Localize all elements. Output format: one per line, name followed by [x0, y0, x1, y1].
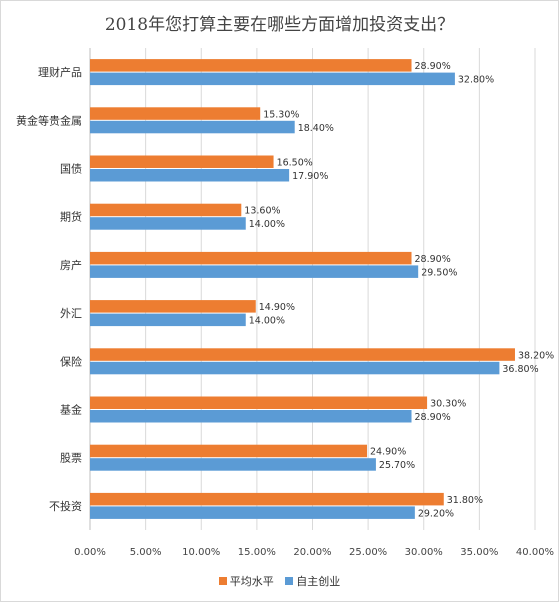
bar-startup — [90, 506, 415, 519]
bar-startup — [90, 410, 412, 423]
bar-startup — [90, 313, 246, 327]
bar-avg — [90, 396, 428, 409]
data-label: 17.90% — [292, 171, 328, 182]
bar-avg — [90, 492, 444, 506]
bar-avg — [90, 203, 242, 217]
bar-avg — [90, 251, 412, 265]
legend-item-startup: 自主创业 — [285, 573, 340, 589]
x-tick-label: 40.00% — [516, 547, 554, 558]
bar-avg — [90, 155, 274, 168]
bar-avg — [90, 107, 261, 120]
bar-startup — [90, 265, 419, 278]
data-label: 14.90% — [259, 302, 295, 313]
legend-label-avg: 平均水平 — [229, 575, 274, 588]
category-label: 理财产品 — [38, 65, 82, 79]
bar-avg — [90, 348, 515, 361]
category-label: 基金 — [60, 403, 82, 417]
data-label: 28.90% — [415, 254, 451, 265]
data-label: 24.90% — [370, 447, 406, 458]
bar-startup — [90, 458, 376, 471]
data-label: 13.60% — [244, 206, 280, 217]
bar-avg — [90, 300, 256, 313]
category-label: 股票 — [60, 452, 82, 465]
x-tick-label: 20.00% — [293, 547, 331, 558]
x-tick-label: 5.00% — [130, 547, 162, 558]
category-label: 黄金等贵金属 — [16, 113, 82, 127]
data-label: 36.80% — [502, 364, 538, 375]
category-label: 不投资 — [49, 499, 82, 513]
data-label: 31.80% — [447, 495, 483, 506]
gridlines — [89, 48, 536, 530]
bar-startup — [90, 217, 246, 230]
bar-avg — [90, 59, 412, 72]
x-tick-label: 15.00% — [238, 547, 276, 558]
x-tick-label: 35.00% — [460, 547, 498, 558]
chart-title: 2018年您打算主要在哪些方面增加投资支出？ — [104, 15, 455, 35]
data-label: 32.80% — [458, 75, 494, 86]
data-label: 38.20% — [518, 350, 554, 361]
category-label: 国债 — [60, 162, 82, 176]
x-tick-label: 10.00% — [182, 547, 220, 558]
bar-startup — [90, 361, 500, 375]
category-label: 期货 — [60, 210, 82, 224]
bars — [90, 59, 515, 519]
labels: 0.00% 5.00% 10.00% 15.00% 20.00% 25.00% 30.00%… — [16, 61, 554, 558]
legend-label-startup: 自主创业 — [296, 575, 341, 588]
legend-swatch-avg — [218, 577, 227, 585]
data-label: 18.40% — [298, 123, 334, 134]
data-label: 15.30% — [263, 109, 299, 120]
data-label: 29.20% — [418, 508, 454, 519]
data-label: 16.50% — [277, 158, 313, 169]
legend: 平均水平 自主创业 — [0, 573, 559, 589]
bar-startup — [90, 120, 295, 134]
data-label: 30.30% — [430, 399, 466, 410]
x-tick-label: 0.00% — [74, 547, 106, 558]
category-label: 外汇 — [60, 307, 82, 320]
bar-avg — [90, 444, 368, 458]
category-label: 房产 — [60, 258, 82, 272]
data-label: 14.00% — [249, 219, 285, 230]
legend-swatch-startup — [285, 577, 294, 585]
bar-startup — [90, 72, 455, 86]
data-label: 14.00% — [249, 316, 285, 327]
data-label: 25.70% — [379, 460, 415, 471]
data-label: 28.90% — [415, 412, 451, 423]
data-label: 29.50% — [421, 267, 457, 278]
x-tick-label: 30.00% — [405, 547, 443, 558]
category-label: 保险 — [60, 354, 82, 368]
data-label: 28.90% — [415, 61, 451, 72]
bar-startup — [90, 169, 290, 182]
x-tick-label: 25.00% — [349, 547, 387, 558]
legend-item-avg: 平均水平 — [218, 573, 274, 589]
